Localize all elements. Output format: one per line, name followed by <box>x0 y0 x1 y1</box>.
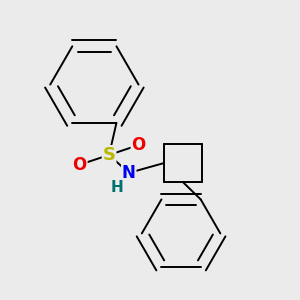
Text: S: S <box>103 146 116 164</box>
Text: O: O <box>131 136 146 154</box>
Text: H: H <box>111 180 124 195</box>
Text: O: O <box>73 156 87 174</box>
Text: N: N <box>122 164 136 182</box>
